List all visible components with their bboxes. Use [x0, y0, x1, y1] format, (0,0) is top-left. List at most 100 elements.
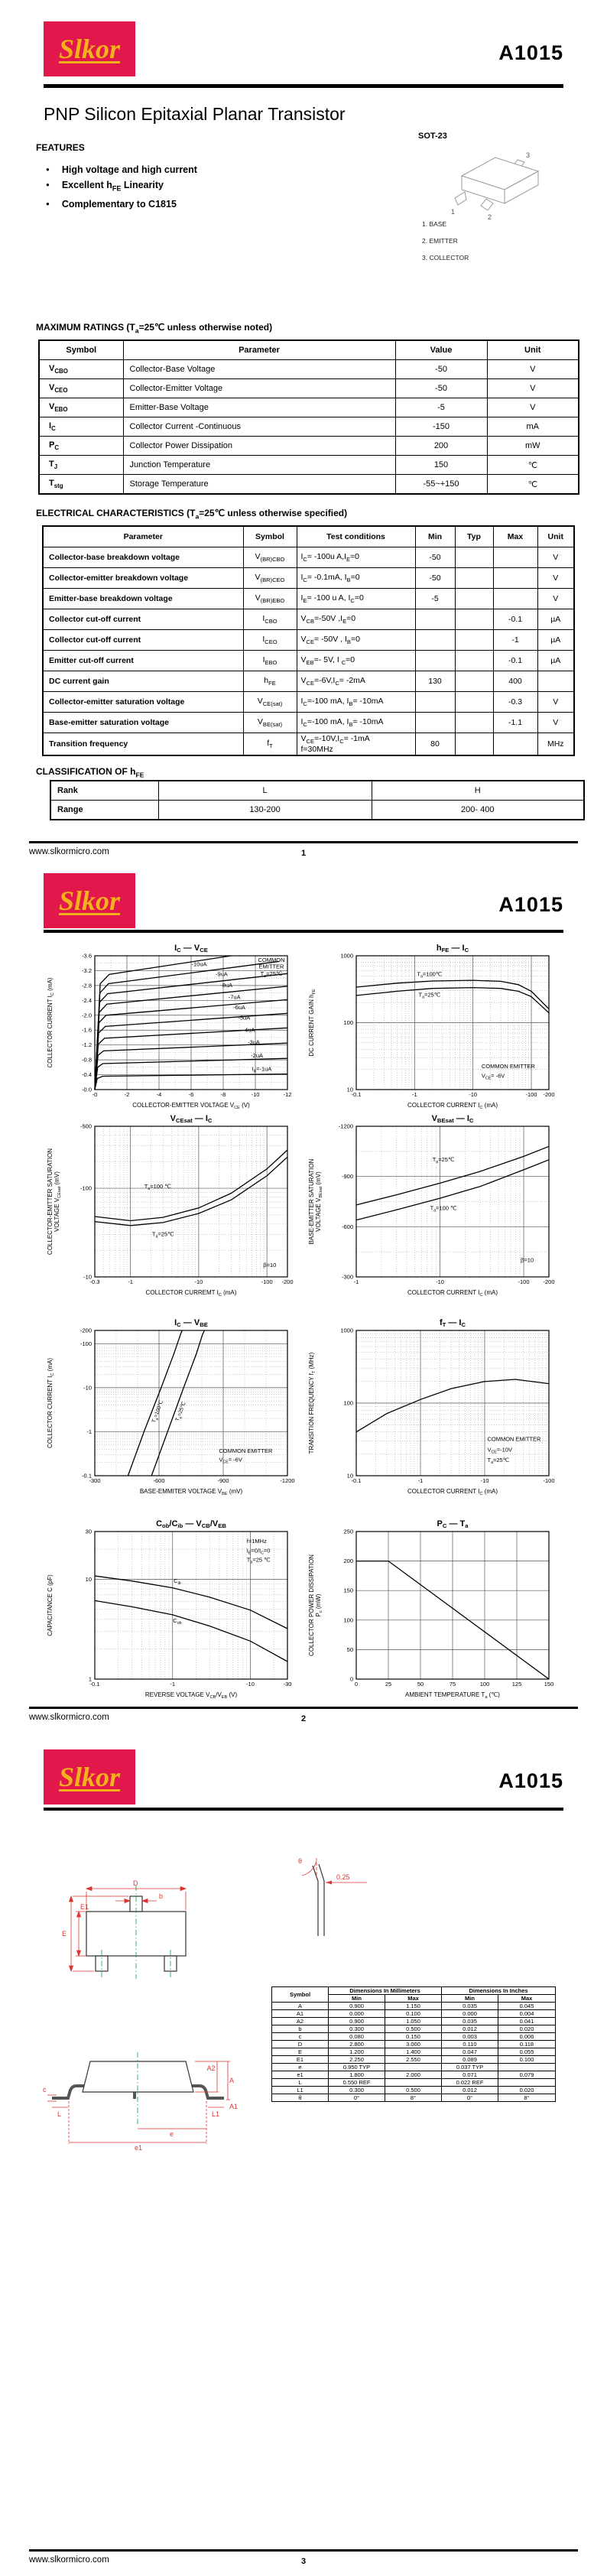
cell-symbol: L1	[271, 2086, 329, 2094]
svg-text:-3.6: -3.6	[82, 953, 92, 960]
svg-text:-3.2: -3.2	[82, 967, 92, 974]
svg-text:-0.0: -0.0	[82, 1087, 92, 1093]
svg-text:-1: -1	[412, 1091, 417, 1098]
svg-text:-2.4: -2.4	[82, 997, 92, 1004]
cell-unit: V	[537, 691, 575, 713]
table-row: Collector-emitter saturation voltage VCE…	[42, 691, 575, 713]
svg-text:50: 50	[417, 1681, 424, 1688]
column-header: Max	[492, 525, 538, 547]
cell-in-min: 0.089	[441, 2055, 498, 2064]
dim-label-e: e	[170, 2130, 174, 2138]
cell-unit: µA	[537, 629, 575, 651]
logo-text: Slkor	[58, 1762, 121, 1792]
cell-in-min: 0.003	[441, 2032, 498, 2041]
cell-min	[414, 712, 456, 733]
cell-conditions: IC= -0.1mA, IB=0	[296, 567, 416, 589]
cell-in-max	[497, 2063, 557, 2071]
cell-value: -50	[394, 359, 488, 379]
chart-series	[355, 979, 550, 1014]
cell-in-min: 0.037 TYP	[441, 2063, 498, 2071]
cell-mm-min: 0°	[328, 2094, 385, 2102]
svg-text:10: 10	[86, 1576, 92, 1583]
column-header: Min	[414, 525, 456, 547]
cell-max: -0.1	[492, 650, 538, 671]
cell-parameter: Collector-emitter saturation voltage	[42, 691, 244, 713]
mm-header: Dimensions In Millimeters	[328, 1986, 442, 1995]
svg-text:CAPACITANCE C (pF): CAPACITANCE C (pF)	[47, 1574, 54, 1636]
cell-typ	[454, 629, 494, 651]
cell-conditions: VEB=- 5V, I C=0	[296, 650, 416, 671]
cell-parameter: Collector-Emitter Voltage	[122, 378, 396, 398]
column-header: Symbol	[38, 339, 124, 360]
svg-text:75: 75	[450, 1681, 456, 1688]
table-row: L1 0.300 0.500 0.012 0.020	[271, 2086, 557, 2094]
svg-text:COLLECTOR CURRENT IC (mA): COLLECTOR CURRENT IC (mA)	[407, 1488, 498, 1496]
table-row: Emitter cut-off current IEBO VEB=- 5V, I…	[42, 650, 575, 671]
svg-text:-100: -100	[543, 1477, 554, 1484]
svg-text:-9uA: -9uA	[216, 971, 228, 978]
cell-symbol: PC	[38, 436, 124, 456]
package-label: SOT-23	[418, 132, 447, 141]
svg-text:Ta=100℃: Ta=100℃	[151, 1399, 166, 1424]
chart-series	[94, 1149, 288, 1226]
svg-text:VCE= -6V: VCE= -6V	[482, 1073, 505, 1081]
cell-min	[414, 650, 456, 671]
chart-series	[355, 1379, 550, 1433]
features-heading: FEATURES	[36, 142, 85, 153]
svg-text:-200: -200	[281, 1278, 293, 1285]
svg-text:-1: -1	[86, 1428, 92, 1435]
cell-symbol: ICBO	[242, 609, 297, 630]
pin-label: 2. EMITTER	[422, 237, 458, 245]
svg-text:100: 100	[480, 1681, 490, 1688]
svg-text:-500: -500	[80, 1123, 92, 1130]
svg-text:Ta=25 ℃: Ta=25 ℃	[247, 1556, 271, 1564]
feature-item: Complementary to C1815	[46, 197, 197, 212]
cell-symbol: Tstg	[38, 474, 124, 495]
svg-text:-1: -1	[354, 1278, 359, 1285]
cell-mm-max: 0.500	[385, 2086, 442, 2094]
package-lead-side-view: θ 0.25	[298, 1857, 367, 1936]
table-row: A1 0.000 0.100 0.000 0.004	[271, 2009, 557, 2018]
cell-mm-min: 1.800	[328, 2071, 385, 2079]
svg-text:IB=-1uA: IB=-1uA	[252, 1066, 271, 1074]
maximum-ratings-table: Symbol Parameter Value Unit VCBO Collector-…	[38, 339, 579, 495]
table-row: VCEO Collector-Emitter Voltage -50 V	[38, 378, 579, 398]
chart-axis-labels: -1 -10 -100 -200 -300 -600 -900 -1200	[339, 1123, 555, 1286]
cell-mm-max: 2.550	[385, 2055, 442, 2064]
cell-rank-h: H	[371, 780, 585, 801]
cell-mm-max: 1.400	[385, 2048, 442, 2056]
feature-item: High voltage and high current	[46, 162, 197, 177]
cell-conditions: VCE=-6V,IC= -2mA	[296, 671, 416, 692]
svg-text:IC — VBE: IC — VBE	[174, 1318, 208, 1328]
pin-1-number: 1	[451, 208, 455, 216]
svg-text:-1.2: -1.2	[82, 1041, 92, 1048]
cell-symbol: e	[271, 2063, 329, 2071]
cell-mm-max: 2.000	[385, 2071, 442, 2079]
column-header: Unit	[486, 339, 579, 360]
svg-text:-8uA: -8uA	[220, 982, 232, 989]
pin-list: 1. BASE 2. EMITTER 3. COLLECTOR	[422, 216, 469, 266]
page-2: Slkor A1015 -0 -2 -4 -6 -8 -10 -12 -0.0 -0.4 -0.8…	[0, 872, 607, 1737]
cell-in-max: 0.100	[497, 2055, 557, 2064]
cell-symbol: ICEO	[242, 629, 297, 651]
table-row: Transition frequency fT VCE=-10V,IC= -1m…	[42, 733, 575, 756]
cell-range-label: Range	[50, 800, 159, 820]
cell-in-max: 0.079	[497, 2071, 557, 2079]
svg-text:VCE=-10V: VCE=-10V	[487, 1446, 512, 1454]
dim-label-A: A	[229, 2077, 234, 2084]
chart-axis-labels: -0.1 -1 -10 -100 -200 10 100 1000	[340, 953, 554, 1099]
features-list: High voltage and high currentExcellent h…	[46, 162, 197, 212]
chart-hfe-ic: -0.1 -1 -10 -100 -200 10 100 1000 COLLECTOR CURR…	[307, 942, 560, 1116]
header-rule	[44, 84, 563, 88]
chart-vcesat-ic: -0.3 -1 -10 -100 -200 -10 -100 -500 COLLECTOR CU…	[46, 1113, 298, 1303]
cell-unit: MHz	[537, 733, 575, 756]
cell-in-max: 0.004	[497, 2009, 557, 2018]
part-number: A1015	[498, 1769, 563, 1792]
cell-max: -0.3	[492, 691, 538, 713]
svg-text:-2.8: -2.8	[82, 982, 92, 989]
table-row: Range 130-200 200- 400	[50, 800, 585, 820]
dim-label-L1: L1	[212, 2110, 219, 2118]
svg-text:1000: 1000	[340, 953, 353, 960]
cell-parameter: Emitter cut-off current	[42, 650, 244, 671]
svg-text:-1.6: -1.6	[82, 1027, 92, 1034]
